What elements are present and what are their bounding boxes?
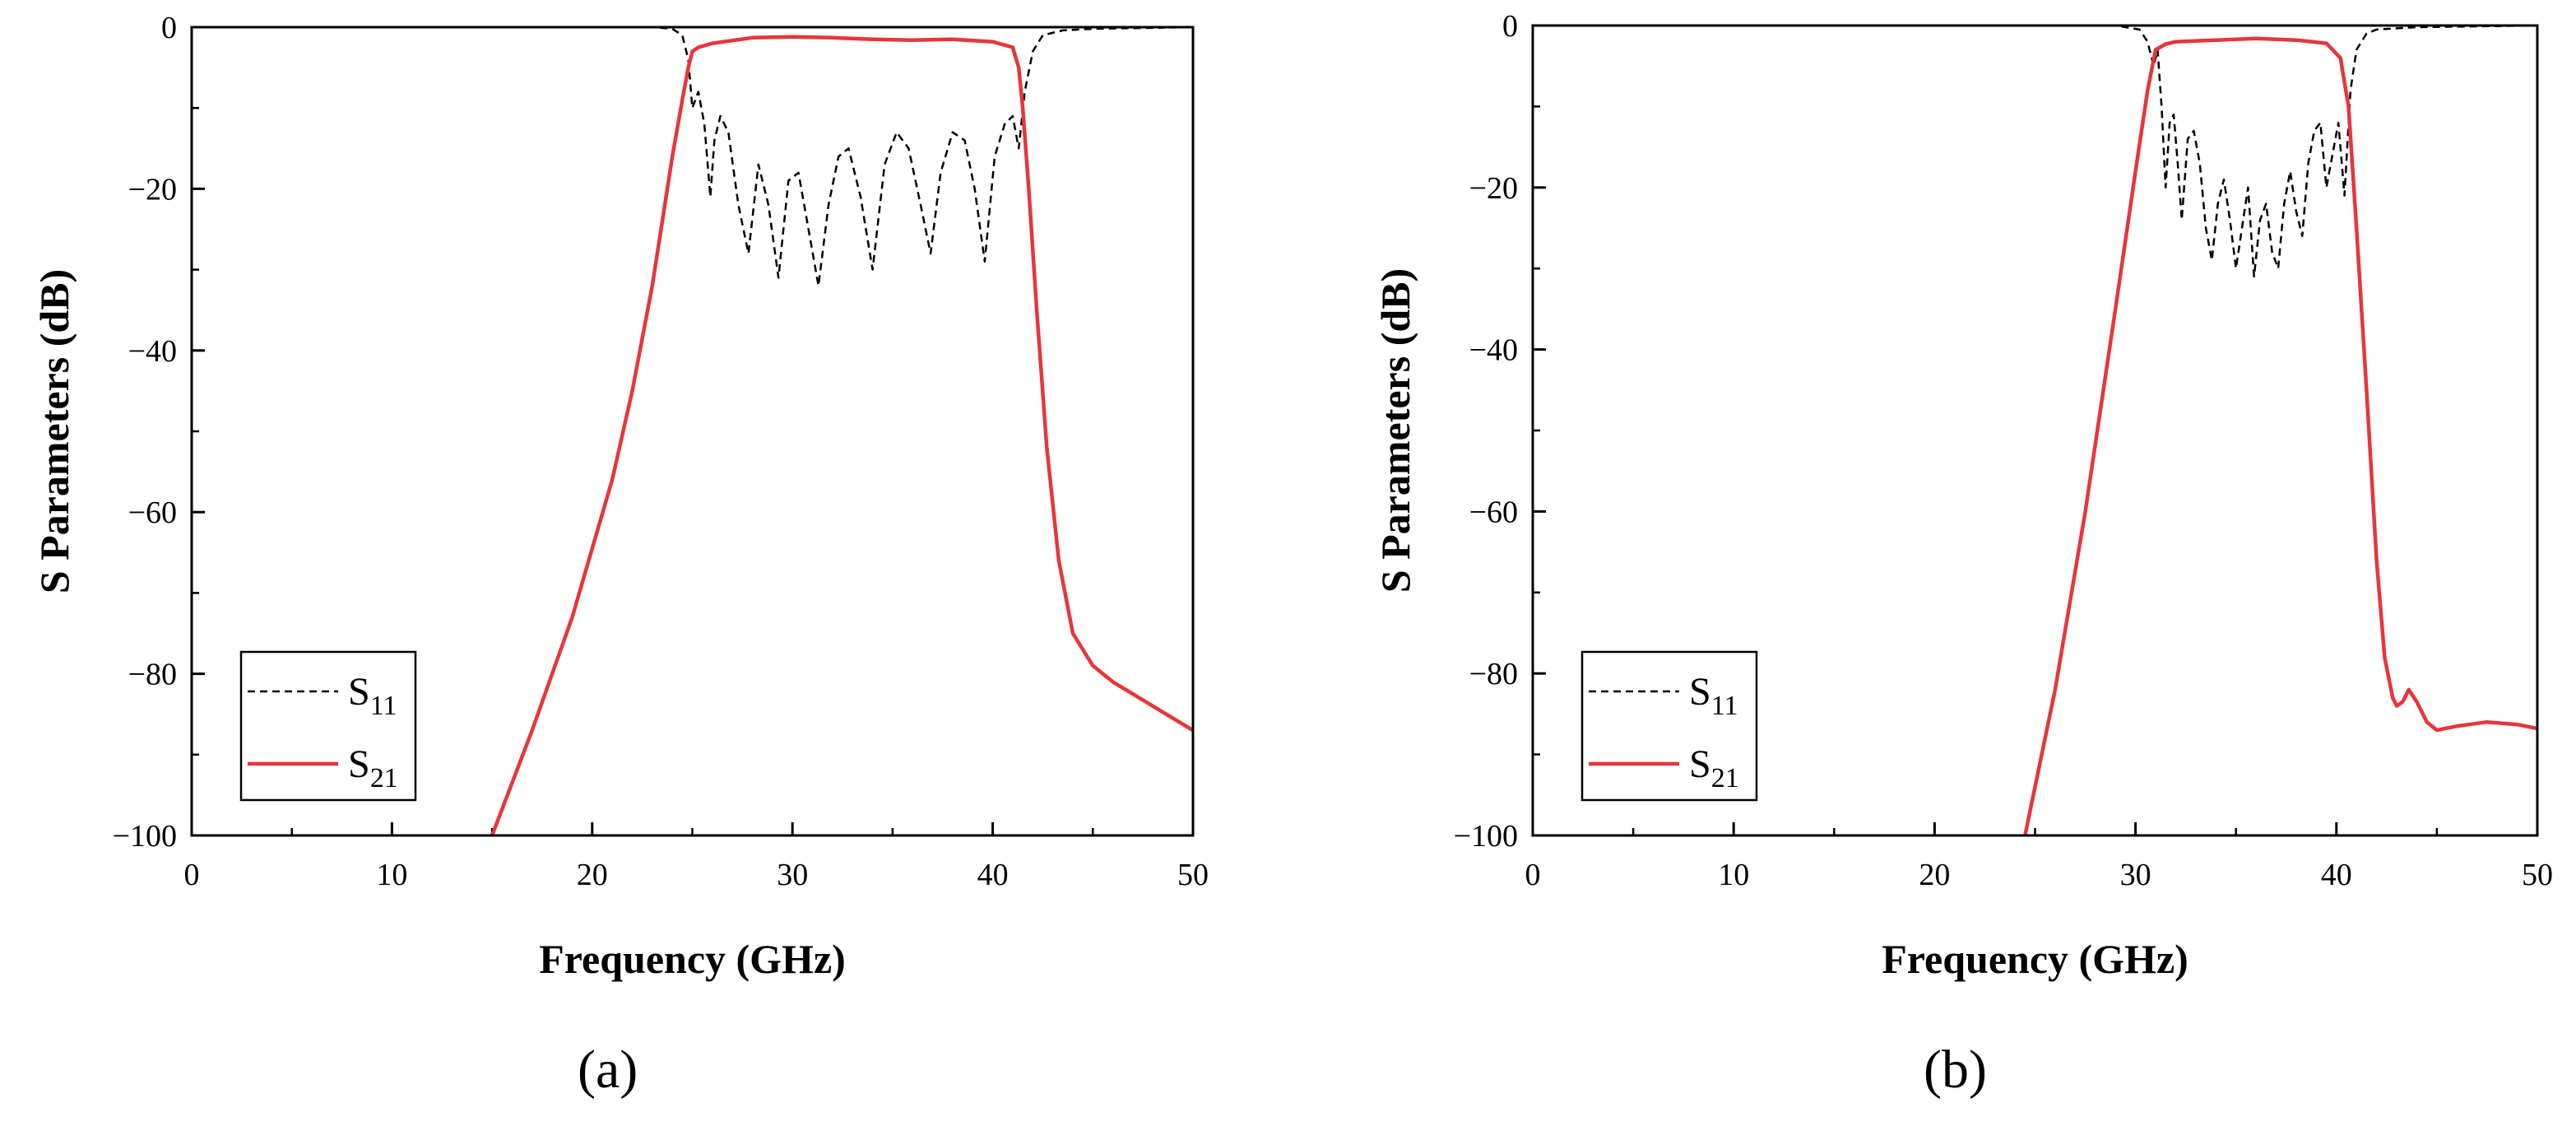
x-axis-label: Frequency (GHz) xyxy=(539,936,846,982)
y-tick-label: 0 xyxy=(1502,9,1518,44)
plot-frame xyxy=(190,26,1195,837)
y-tick-label: −40 xyxy=(1469,333,1518,368)
panel-label-b: (b) xyxy=(1924,1040,1987,1100)
series-line-s11 xyxy=(2035,26,2537,278)
y-tick-label: −40 xyxy=(128,334,177,369)
x-tick-label: 20 xyxy=(577,858,608,892)
legend-box xyxy=(239,650,417,802)
y-tick-label: −100 xyxy=(113,819,177,854)
series-line-s11 xyxy=(512,27,1193,287)
y-tick-label: −60 xyxy=(128,496,177,530)
y-tick-label: −60 xyxy=(1469,495,1518,529)
y-tick-label: 0 xyxy=(161,11,177,45)
y-axis-label: S Parameters (dB) xyxy=(1372,268,1418,593)
y-axis-label: S Parameters (dB) xyxy=(31,269,77,593)
plot-frame xyxy=(1531,24,2539,837)
panel-label-a: (a) xyxy=(578,1040,638,1100)
y-tick-label: −20 xyxy=(128,172,177,207)
x-tick-label: 0 xyxy=(1525,858,1541,892)
series-line-s21 xyxy=(2023,36,2537,835)
x-tick-label: 50 xyxy=(2522,858,2553,892)
y-tick-label: −20 xyxy=(1469,171,1518,206)
x-tick-label: 0 xyxy=(184,858,200,892)
x-tick-label: 10 xyxy=(376,858,407,892)
chart-panel-b: 0 10 20 30 40 50 0 −20 −40 −60 −80 −100 Frequency (G… xyxy=(1372,9,2553,982)
x-tick-label: 30 xyxy=(2120,858,2151,892)
y-tick-label: −80 xyxy=(1469,657,1518,691)
x-tick-label: 30 xyxy=(777,858,808,892)
legend-box xyxy=(1580,650,1758,802)
series-line-s21 xyxy=(490,35,1193,835)
chart-panel-a: 0 10 20 30 40 50 0 −20 −40 −60 −80 −100 Frequency (G… xyxy=(31,11,1209,982)
x-tick-label: 40 xyxy=(2321,858,2352,892)
x-tick-label: 20 xyxy=(1919,858,1950,892)
x-tick-label: 10 xyxy=(1718,858,1749,892)
y-tick-label: −100 xyxy=(1454,819,1518,854)
x-tick-label: 50 xyxy=(1177,858,1209,892)
x-tick-label: 40 xyxy=(977,858,1009,892)
y-tick-label: −80 xyxy=(128,658,177,692)
x-axis-label: Frequency (GHz) xyxy=(1882,936,2188,982)
